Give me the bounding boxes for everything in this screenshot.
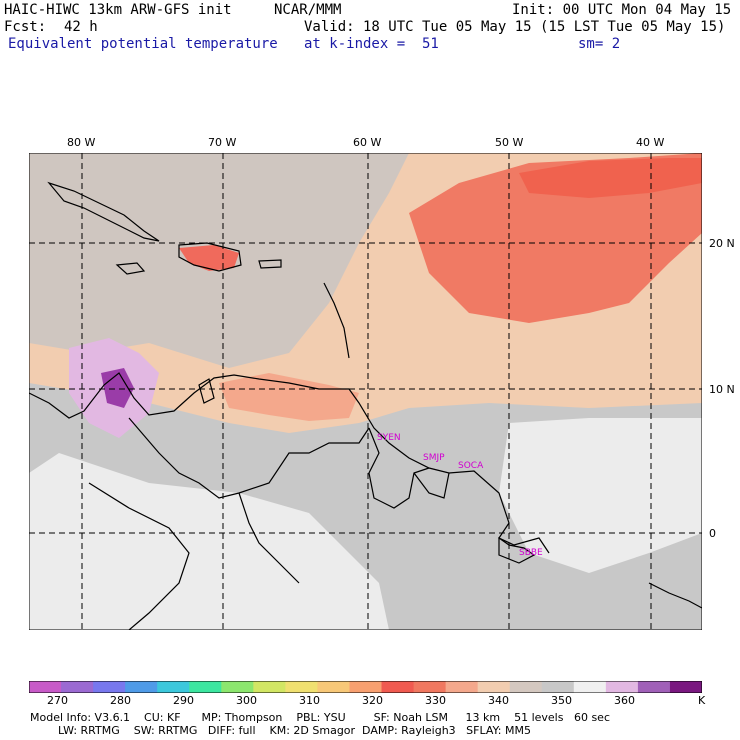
lon-label: 50 W <box>495 136 524 149</box>
colorbar-swatch <box>445 681 479 693</box>
model-info-line2: LW: RRTMG SW: RRTMG DIFF: full KM: 2D Sm… <box>30 724 531 737</box>
theta-e-map <box>29 153 702 630</box>
model-title: HAIC-HIWC 13km ARW-GFS init <box>4 2 232 18</box>
colorbar-swatch <box>189 681 222 693</box>
colorbar-swatch <box>157 681 190 693</box>
colorbar-unit: K <box>698 694 706 707</box>
colorbar-swatch <box>541 681 575 693</box>
smoothing-label: sm= 2 <box>578 36 621 52</box>
colorbar-swatch <box>477 681 511 693</box>
org-label: NCAR/MMM <box>274 2 342 18</box>
colorbar-tick: 300 <box>236 694 257 707</box>
colorbar-tick: 360 <box>614 694 635 707</box>
colorbar-swatch <box>573 681 607 693</box>
field-light-south <box>29 453 389 630</box>
colorbar-swatch <box>221 681 254 693</box>
lon-label: 70 W <box>208 136 237 149</box>
colorbar-tick: 330 <box>425 694 446 707</box>
colorbar-tick: 310 <box>299 694 320 707</box>
colorbar-tick: 340 <box>488 694 509 707</box>
colorbar-tick: 350 <box>551 694 572 707</box>
colorbar-swatch <box>125 681 158 693</box>
colorbar-swatch <box>413 681 447 693</box>
lon-label: 60 W <box>353 136 382 149</box>
lat-label: 10 N <box>709 383 735 396</box>
colorbar-swatch <box>93 681 126 693</box>
field-purple <box>101 368 134 408</box>
lon-label: 80 W <box>67 136 96 149</box>
level-label: at k-index = 51 <box>304 36 439 52</box>
colorbar <box>29 681 702 693</box>
colorbar-swatch <box>61 681 94 693</box>
graticule <box>29 153 702 630</box>
colorbar-tick: 320 <box>362 694 383 707</box>
lat-label: 0 <box>709 527 716 540</box>
station-label-syen: SYEN <box>377 433 401 443</box>
colorbar-tick: 270 <box>47 694 68 707</box>
colorbar-swatch <box>317 681 350 693</box>
model-info-line1: Model Info: V3.6.1 CU: KF MP: Thompson P… <box>30 711 610 724</box>
field-hot-ne-core <box>519 158 702 198</box>
colorbar-tick: 290 <box>173 694 194 707</box>
station-label-soca: SOCA <box>458 461 484 471</box>
init-time: Init: 00 UTC Mon 04 May 15 <box>512 2 732 18</box>
lon-label: 40 W <box>636 136 665 149</box>
colorbar-swatch <box>509 681 543 693</box>
field-grey-lower <box>389 553 702 630</box>
field-pink-coast <box>219 373 359 421</box>
colorbar-swatch <box>253 681 286 693</box>
colorbar-swatch <box>605 681 639 693</box>
colorbar-swatch <box>29 681 62 693</box>
colorbar-swatch <box>637 681 671 693</box>
colorbar-swatch <box>285 681 318 693</box>
colorbar-swatch <box>381 681 415 693</box>
forecast-hour: 42 h <box>64 19 98 35</box>
lat-label: 20 N <box>709 237 735 250</box>
station-label-smjp: SMJP <box>423 453 445 463</box>
station-label-sbbe: SBBE <box>519 548 543 558</box>
colorbar-tick: 280 <box>110 694 131 707</box>
coastlines <box>29 181 702 630</box>
forecast-label: Fcst: <box>4 19 47 35</box>
colorbar-swatch <box>349 681 383 693</box>
field-hot-ne <box>409 153 702 323</box>
valid-time: Valid: 18 UTC Tue 05 May 15 (15 LST Tue … <box>304 19 726 35</box>
colorbar-swatch <box>669 681 702 693</box>
field-name: Equivalent potential temperature <box>8 36 278 52</box>
